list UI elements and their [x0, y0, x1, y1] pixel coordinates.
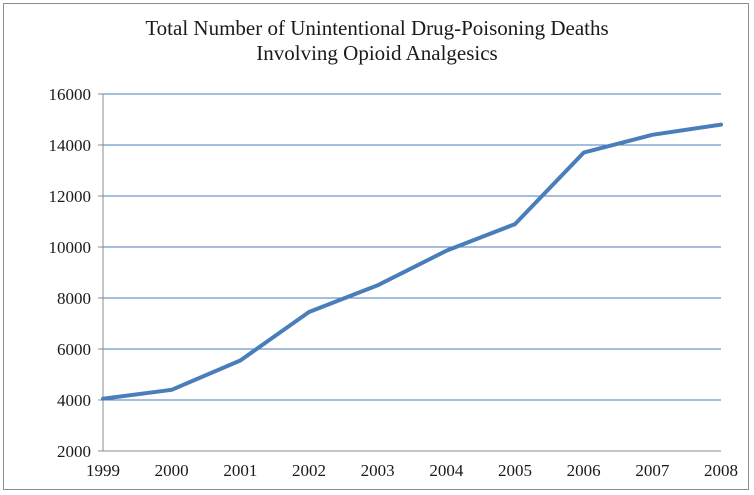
y-tick-label-6: 14000	[49, 136, 92, 155]
y-tick-label-5: 12000	[49, 187, 92, 206]
y-tick-label-3: 8000	[57, 289, 91, 308]
y-tick-label-7: 16000	[49, 85, 92, 104]
y-tick-label-1: 4000	[57, 391, 91, 410]
y-tick-label-4: 10000	[49, 238, 92, 257]
x-tick-label-8: 2007	[635, 461, 670, 480]
series-line-0	[101, 122, 723, 401]
x-tick-label-3: 2002	[292, 461, 326, 480]
x-tick-label-9: 2008	[704, 461, 738, 480]
y-tick-label-0: 2000	[57, 442, 91, 461]
x-tick-label-1: 2000	[155, 461, 189, 480]
x-tick-label-2: 2001	[223, 461, 257, 480]
x-tick-label-7: 2006	[567, 461, 601, 480]
x-tick-label-5: 2004	[429, 461, 464, 480]
x-tick-label-4: 2003	[361, 461, 395, 480]
chart-title-line-2: Involving Opioid Analgesics	[256, 41, 498, 65]
chart-title-line-1: Total Number of Unintentional Drug-Poiso…	[145, 16, 609, 40]
x-tick-label-6: 2005	[498, 461, 532, 480]
x-tick-label-0: 1999	[86, 461, 120, 480]
chart-title: Total Number of Unintentional Drug-Poiso…	[0, 16, 754, 66]
y-tick-label-2: 6000	[57, 340, 91, 359]
